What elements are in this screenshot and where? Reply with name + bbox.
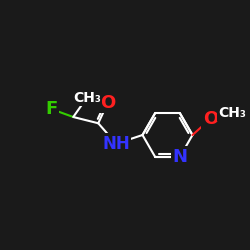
- Text: NH: NH: [102, 135, 130, 153]
- Text: F: F: [45, 100, 58, 118]
- Text: CH₃: CH₃: [218, 106, 246, 120]
- Text: O: O: [100, 94, 116, 112]
- Text: CH₃: CH₃: [73, 90, 101, 104]
- Text: O: O: [203, 110, 218, 128]
- Text: N: N: [172, 148, 188, 166]
